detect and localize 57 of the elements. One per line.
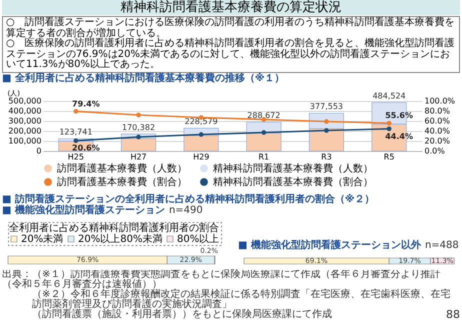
- point: [324, 118, 329, 124]
- point: [136, 134, 141, 139]
- y2-tick-label: 80.0%: [424, 106, 450, 115]
- text: ○ 訪問看護ステーションにおける医療保険の訪問看護の利用者のうち精神科訪問看護基本療養費を算定する者の割合が増加している。: [6, 17, 456, 38]
- y-tick-label: 200,000: [8, 126, 42, 135]
- x-tick-label: R3: [321, 152, 332, 161]
- data-label: 44.4%: [385, 131, 413, 140]
- bar: [121, 138, 156, 151]
- data-label: 79.4%: [72, 98, 100, 108]
- text: 88: [446, 308, 460, 320]
- total-label: 228,579: [184, 116, 218, 126]
- total-label: 484,524: [372, 91, 406, 100]
- legend-label: 訪問看護基本療養費（割合）: [57, 176, 187, 188]
- chart-subtitle: n=488: [424, 240, 459, 250]
- x-tick-label: H25: [68, 152, 84, 161]
- point: [324, 128, 329, 132]
- legend-label: 20%未満: [21, 232, 64, 244]
- chart-title: ■ 機能強化型訪問看護ステーション以外: [238, 240, 421, 250]
- legend-label: 20%以上80%未満: [78, 232, 162, 244]
- y-tick-label: 300,000: [8, 116, 42, 125]
- x-tick-label: R1: [258, 152, 270, 161]
- data-label: 55.6%: [385, 110, 413, 120]
- legend-title: 全利用者に占める精神科訪問看護利用者の割合: [9, 222, 219, 234]
- legend-label: 精神科訪問看護基本療養費（割合）: [213, 176, 373, 188]
- total-label: 288,672: [247, 110, 280, 120]
- y-tick-label: 100,000: [8, 136, 42, 145]
- total-label: 377,553: [310, 102, 344, 111]
- legend-label: 精神科訪問看護基本療養費（人数）: [213, 162, 373, 174]
- y2-tick-label: 100.0%: [424, 96, 456, 105]
- text: ■ 訪問看護ステーションの全利用者に占める精神科訪問看護利用者の割合（※２）: [2, 194, 376, 204]
- total-label: 170,382: [122, 122, 156, 132]
- point: [386, 120, 392, 126]
- x-tick-label: H27: [130, 152, 147, 161]
- y-tick-label: 500,000: [8, 96, 42, 105]
- x-tick-label: H29: [193, 152, 210, 161]
- legend-label: 80%以上: [177, 232, 220, 244]
- y-tick-label: 0: [36, 146, 42, 155]
- x-tick-label: R5: [384, 152, 394, 161]
- y2-tick-label: 0.0%: [424, 146, 446, 155]
- y-tick-label: 400,000: [8, 106, 42, 115]
- chart-title: ■ 全利用者に占める精神科訪問看護基本療養費の推移（※１）: [2, 72, 286, 84]
- y2-tick-label: 60.0%: [424, 116, 450, 125]
- data-label: 20.6%: [72, 143, 100, 152]
- text: （訪問看護票（施設・利用者票））をもとに保険局医療課にて作成: [32, 308, 332, 320]
- point: [74, 138, 78, 143]
- text: ○ 医療保険の訪問看護利用者に占める精神科訪問看護利用者の割合を見ると、機能強化型訪問看護ステーションの76.9%は20%未満であるのに対して、機能強化型以外の訪問看護ステーションにおいて11.3%が80%以上であった。: [6, 38, 456, 70]
- point: [136, 112, 141, 117]
- total-label: 123,741: [59, 127, 92, 136]
- y2-tick-label: 40.0%: [424, 126, 450, 135]
- text: （※２）令和６年度診療報酬改定の結果検証に係る特別調査「在宅医療、在宅歯科医療、在宅訪問薬剤管理及び訪問看護の実施状況調査」: [32, 288, 450, 310]
- legend-label: 訪問看護基本療養費（人数）: [57, 162, 187, 174]
- point: [261, 130, 266, 134]
- chart-title: ■ 機能強化型訪問看護ステーション: [2, 204, 165, 216]
- chart-subtitle: n=490: [168, 204, 203, 216]
- text: 精神科訪問看護基本療養費の算定状況: [2, 0, 460, 15]
- point: [198, 132, 204, 136]
- y2-tick-label: 20.0%: [424, 136, 450, 145]
